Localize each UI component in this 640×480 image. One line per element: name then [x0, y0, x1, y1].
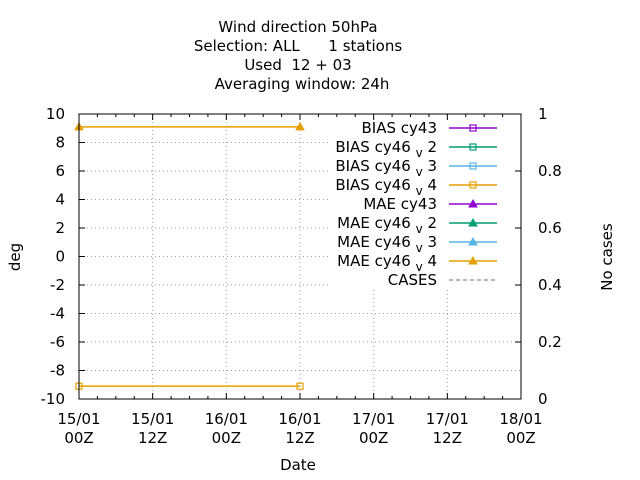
legend-marker-7 — [468, 255, 478, 265]
legend-label-subscript: v — [416, 184, 423, 198]
y2-tick-label: 0.4 — [538, 276, 562, 294]
legend-label-base: BIAS cy46 — [335, 138, 410, 156]
axes: 1086420-2-4-6-8-1010.80.60.40.2015/0100Z… — [41, 105, 562, 447]
legend-marker-0 — [469, 124, 477, 132]
legend-label-tail: 3 — [423, 233, 437, 251]
y-tick-label: 6 — [55, 162, 65, 180]
y-tick-label: -2 — [50, 276, 65, 294]
legend-label-7: MAE cy46 v 4 — [337, 252, 437, 274]
x-axis-label: Date — [280, 456, 316, 474]
legend-marker-2 — [469, 162, 477, 170]
legend-label-tail: 4 — [423, 176, 437, 194]
x-tick-label-date: 15/01 — [131, 410, 174, 428]
legend-label-base: MAE cy46 — [337, 252, 411, 270]
x-tick-label-hour: 12Z — [433, 429, 462, 447]
legend-label-tail: 2 — [423, 138, 437, 156]
series-point-1 — [295, 121, 305, 131]
x-tick-label-date: 18/01 — [499, 410, 542, 428]
y-tick-label: 10 — [46, 105, 65, 123]
x-tick-label-date: 16/01 — [205, 410, 248, 428]
legend-label-base: MAE cy46 — [337, 214, 411, 232]
legend-marker-5 — [468, 217, 478, 227]
legend-label-subscript: v — [416, 222, 423, 236]
y-tick-label: -10 — [41, 390, 66, 408]
legend-label-1: BIAS cy46 v 2 — [335, 138, 437, 160]
x-tick-label-date: 17/01 — [352, 410, 395, 428]
legend-label-8: CASES — [388, 271, 437, 289]
title-line-3: Used 12 + 03 — [244, 56, 351, 74]
legend-marker-6 — [468, 236, 478, 246]
legend-label-4: MAE cy43 — [363, 195, 437, 213]
legend-marker-1 — [469, 143, 477, 151]
y-tick-label: 2 — [55, 219, 65, 237]
x-tick-label-date: 15/01 — [57, 410, 100, 428]
legend-label-base: MAE cy46 — [337, 233, 411, 251]
legend-label-tail: 2 — [423, 214, 437, 232]
y2-tick-label: 0.6 — [538, 219, 562, 237]
x-tick-label-hour: 12Z — [285, 429, 314, 447]
x-tick-label-hour: 00Z — [212, 429, 241, 447]
y2-tick-label: 0.2 — [538, 333, 562, 351]
legend-label-base: BIAS cy46 — [335, 157, 410, 175]
x-tick-label-date: 16/01 — [278, 410, 321, 428]
legend-label-5: MAE cy46 v 2 — [337, 214, 437, 236]
legend-label-subscript: v — [416, 260, 423, 274]
legend-label-base: BIAS cy43 — [362, 119, 437, 137]
series-point-0 — [296, 382, 304, 390]
legend-label-subscript: v — [416, 241, 423, 255]
y-tick-label: -4 — [50, 305, 65, 323]
legend-label-3: BIAS cy46 v 4 — [335, 176, 437, 198]
y-tick-label: 0 — [55, 248, 65, 266]
y2-axis-label: No cases — [598, 223, 616, 291]
y-tick-label: -8 — [50, 362, 65, 380]
y2-tick-label: 0 — [538, 390, 548, 408]
legend-label-tail: 3 — [423, 157, 437, 175]
x-tick-label-hour: 00Z — [359, 429, 388, 447]
y-tick-label: -6 — [50, 333, 65, 351]
legend-marker-3 — [469, 181, 477, 189]
legend-label-subscript: v — [416, 146, 423, 160]
legend-label-0: BIAS cy43 — [362, 119, 437, 137]
x-tick-label-date: 17/01 — [426, 410, 469, 428]
y2-tick-label: 0.8 — [538, 162, 562, 180]
legend-label-base: MAE cy43 — [363, 195, 437, 213]
legend-label-subscript: v — [416, 165, 423, 179]
legend-label-base: BIAS cy46 — [335, 176, 410, 194]
legend-label-tail: 4 — [423, 252, 437, 270]
y2-tick-label: 1 — [538, 105, 548, 123]
legend-label-6: MAE cy46 v 3 — [337, 233, 437, 255]
x-tick-label-hour: 00Z — [506, 429, 535, 447]
y-tick-label: 8 — [55, 134, 65, 152]
title-line-2: Selection: ALL 1 stations — [194, 37, 402, 55]
x-tick-label-hour: 00Z — [64, 429, 93, 447]
title-line-4: Averaging window: 24h — [215, 75, 390, 93]
legend-label-2: BIAS cy46 v 3 — [335, 157, 437, 179]
chart-title: Wind direction 50hPa Selection: ALL 1 st… — [194, 18, 402, 93]
title-line-1: Wind direction 50hPa — [218, 18, 377, 36]
x-tick-label-hour: 12Z — [138, 429, 167, 447]
y-axis-label: deg — [6, 243, 24, 271]
y-tick-label: 4 — [55, 191, 65, 209]
legend-marker-4 — [468, 198, 478, 208]
legend-label-base: CASES — [388, 271, 437, 289]
series-layer — [74, 121, 305, 390]
